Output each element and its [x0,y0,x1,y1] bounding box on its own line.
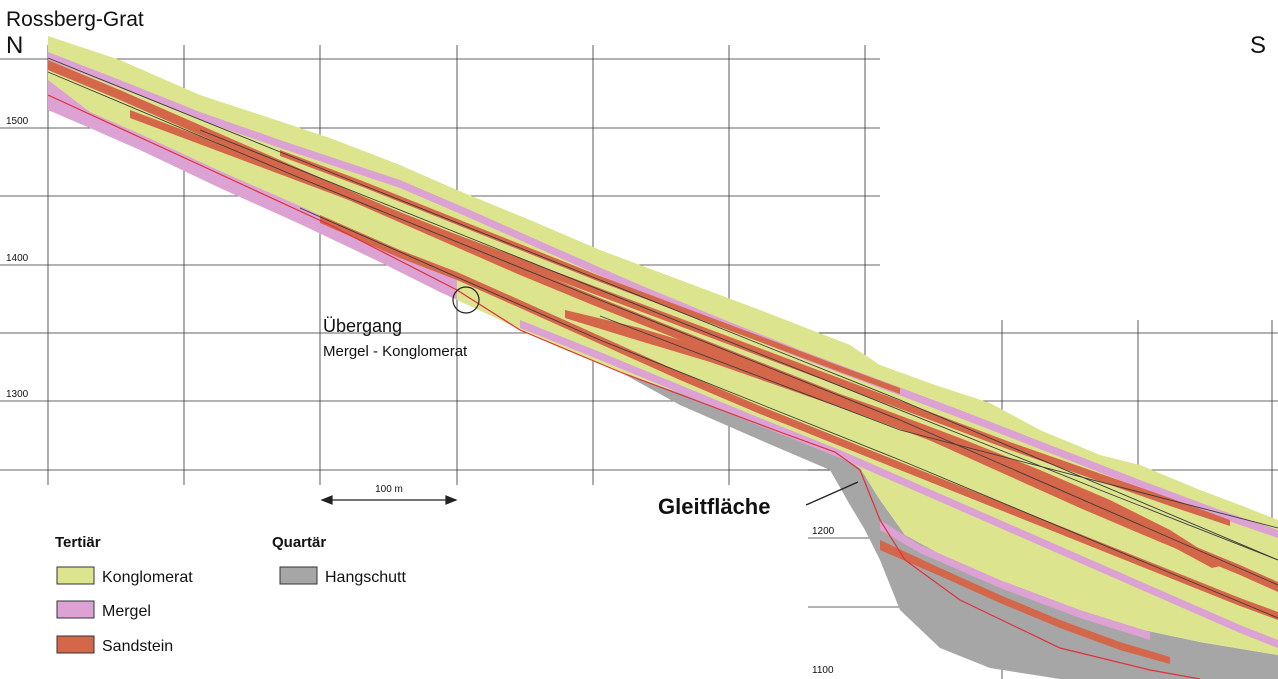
legend-label-scree: Hangschutt [325,569,406,586]
elevation-label-1400: 1400 [6,253,29,264]
scale-bar-label: 100 m [375,484,403,495]
transition-detail: Mergel - Konglomerat [323,343,468,360]
scale-bar [320,495,458,505]
slide-surface-label: Gleitfläche [658,494,770,519]
legend-label-conglomerate: Konglomerat [102,569,193,586]
sandstone-bands [48,60,1278,664]
south-label: S [1250,32,1266,59]
elevation-label-1500: 1500 [6,116,29,127]
elevation-label-1300: 1300 [6,389,29,400]
scree-body [620,372,1278,679]
legend-swatch-conglomerate [56,566,95,585]
transition-title: Übergang [323,316,402,336]
legend-swatch-sandstone [56,635,95,654]
elevation-label-1200: 1200 [812,526,835,537]
slide-surface-leader [805,481,859,506]
legend-heading-tertiary: Tertiär [55,534,101,551]
elevation-label-1100: 1100 [812,665,834,676]
place-title: Rossberg-Grat [6,8,144,31]
legend-heading-quaternary: Quartär [272,534,326,551]
legend-swatch-scree [279,566,318,585]
legend: Tertiär Quartär Konglomerat Mergel Sands… [55,534,406,655]
transition-marker [452,286,480,314]
legend-label-marl: Mergel [102,603,151,620]
marl-bands [48,52,1278,648]
north-label: N [6,32,23,59]
base-boundary-line [47,94,1201,679]
legend-swatch-marl [56,600,95,619]
bedding-lines [47,57,1278,619]
legend-label-sandstone: Sandstein [102,638,173,655]
